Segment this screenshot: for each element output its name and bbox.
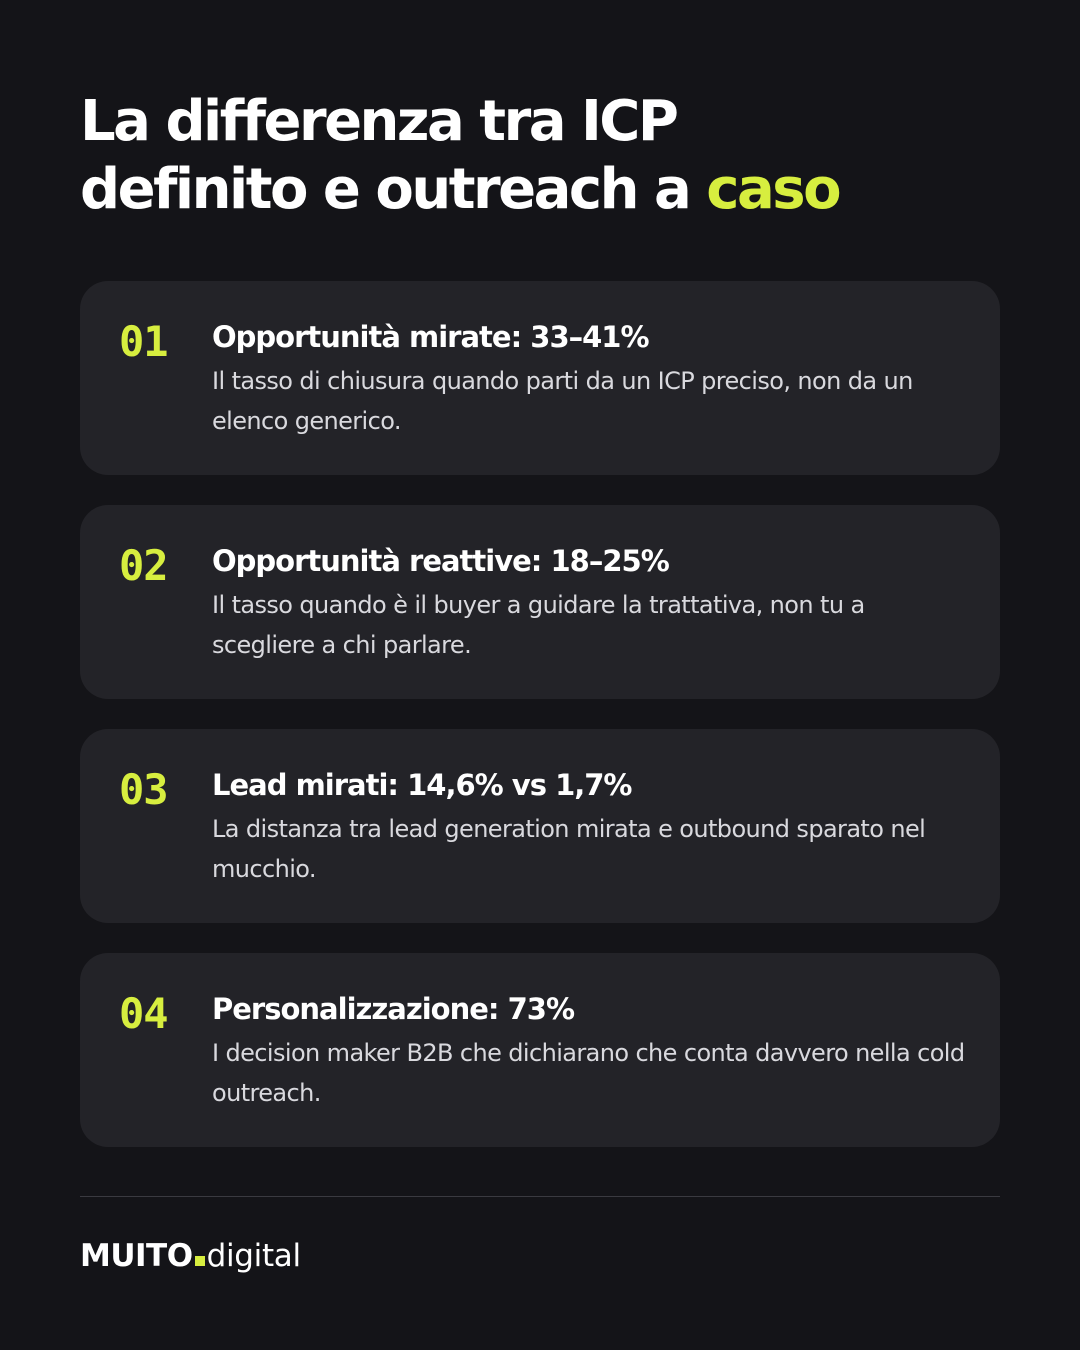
stat-card-03: 03 Lead mirati: 14,6% vs 1,7% La distanz… (80, 729, 1000, 923)
stat-card-list: 01 Opportunità mirate: 33–41% Il tasso d… (80, 281, 1000, 1177)
headline-line-1: La differenza tra ICP (80, 89, 679, 154)
stat-card-01: 01 Opportunità mirate: 33–41% Il tasso d… (80, 281, 1000, 475)
stat-card-number: 02 (119, 541, 169, 590)
headline-accent-word: caso (706, 157, 841, 222)
stat-card-description: Il tasso quando è il buyer a guidare la … (212, 591, 865, 659)
stat-card-title: Opportunità mirate: 33–41% (212, 320, 650, 354)
stat-card-02: 02 Opportunità reattive: 18–25% Il tasso… (80, 505, 1000, 699)
headline-line-2: definito e outreach a caso (80, 156, 1000, 224)
stat-card-title: Personalizzazione: 73% (212, 992, 575, 1026)
brand-logo: MUITO digital (80, 1234, 301, 1278)
headline-line-2-main: definito e outreach a (80, 157, 707, 222)
stat-card-title: Opportunità reattive: 18–25% (212, 544, 670, 578)
stat-card-number: 01 (119, 317, 169, 366)
stat-card-number: 03 (119, 765, 169, 814)
headline: La differenza tra ICP definito e outreac… (80, 88, 1000, 224)
stat-card-title: Lead mirati: 14,6% vs 1,7% (212, 768, 633, 802)
logo-suffix-text: digital (206, 1238, 302, 1274)
logo-square-icon (194, 1256, 205, 1266)
stat-card-description: Il tasso di chiusura quando parti da un … (212, 367, 913, 435)
footer-divider (80, 1196, 1000, 1197)
logo-brand-text: MUITO (80, 1238, 193, 1274)
stat-card-number: 04 (119, 989, 169, 1038)
stat-card-description: La distanza tra lead generation mirata e… (212, 815, 926, 883)
stat-card-04: 04 Personalizzazione: 73% I decision mak… (80, 953, 1000, 1147)
stat-card-description: I decision maker B2B che dichiarano che … (212, 1039, 965, 1107)
